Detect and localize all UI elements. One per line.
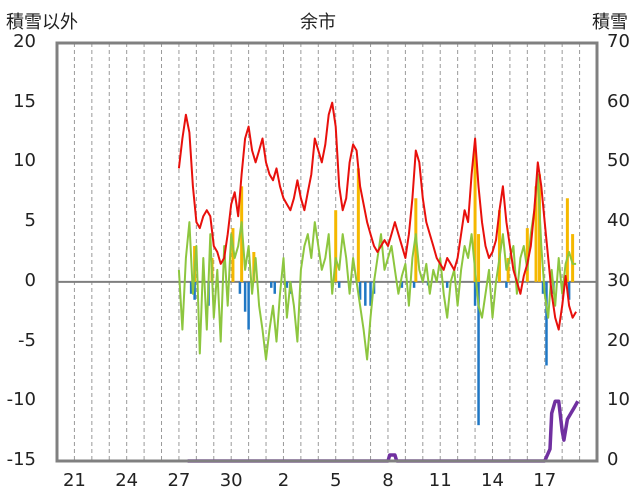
right-axis-tick: 70 (607, 31, 630, 52)
wind-bar (231, 228, 235, 282)
left-axis-tick: 20 (13, 31, 36, 52)
wind-bar (334, 210, 338, 282)
left-axis-label: 積雪以外 (6, 12, 78, 33)
left-axis-tick: -10 (6, 389, 36, 411)
right-axis-tick: 60 (607, 90, 630, 112)
x-axis-tick: 27 (167, 470, 191, 491)
precipitation-bar (243, 281, 247, 312)
left-axis-tick: 10 (13, 150, 36, 172)
right-axis-tick: 0 (607, 449, 619, 470)
precipitation-bar (445, 281, 449, 288)
right-axis-tick: 40 (607, 210, 630, 232)
precipitation-bar (369, 281, 372, 306)
precipitation-bar (505, 281, 508, 288)
x-axis-tick: 21 (62, 470, 86, 491)
x-axis-tick: 11 (428, 470, 452, 491)
left-axis-tick: 5 (24, 210, 36, 232)
x-axis-tick: 30 (219, 470, 243, 491)
precipitation-bar (477, 281, 480, 426)
precipitation-bar (400, 281, 404, 288)
precipitation-bar (247, 281, 250, 330)
wind-bar (565, 198, 569, 282)
left-axis-tick: -15 (6, 449, 36, 470)
series-marks (177, 101, 580, 463)
right-axis-tick: 20 (607, 329, 630, 351)
x-axis-tick: 5 (329, 470, 342, 491)
precipitation-bar (238, 281, 242, 294)
x-axis-tick: 2 (277, 470, 290, 491)
precipitation-bar (412, 281, 416, 288)
x-axis-tick: 14 (481, 470, 504, 491)
precipitation-bar (193, 281, 196, 300)
precipitation-bar (273, 281, 276, 294)
right-axis-tick: 30 (607, 269, 630, 291)
left-axis-tick: 0 (24, 269, 36, 291)
wind-bar (506, 257, 510, 282)
wind-bar (497, 210, 501, 282)
precipitation-bar (473, 281, 477, 306)
right-axis-label: 積雪 (592, 12, 628, 33)
wind-bar (534, 186, 538, 282)
chart-title: 余市 (300, 12, 336, 33)
precipitation-bar (567, 281, 571, 300)
snow_depth-line (187, 399, 580, 463)
wind-bar (473, 150, 477, 282)
right-axis-tick: 50 (607, 150, 630, 172)
left-axis-tick: -5 (18, 329, 36, 351)
left-axis-tick: 15 (13, 90, 36, 112)
precipitation-bar (285, 281, 289, 288)
wind-bar (525, 228, 529, 282)
temperature-line (177, 101, 577, 331)
wind-bar (571, 234, 575, 282)
precipitation-bar (545, 281, 548, 366)
precipitation-bar (270, 281, 273, 288)
wind-bar (477, 234, 481, 282)
humidity_change-line (177, 173, 577, 361)
x-axis-tick: 17 (533, 470, 557, 491)
wind-bar (356, 168, 360, 282)
right-axis-tick: 10 (607, 389, 630, 411)
precipitation-bar (358, 281, 362, 300)
precipitation-bar (337, 281, 341, 288)
precipitation-bar (364, 281, 367, 306)
x-axis-tick: 24 (115, 470, 139, 491)
plot-frame (55, 41, 599, 463)
precipitation-bar (541, 281, 545, 294)
precipitation-bar (189, 281, 193, 294)
x-axis-tick: 8 (382, 470, 394, 491)
